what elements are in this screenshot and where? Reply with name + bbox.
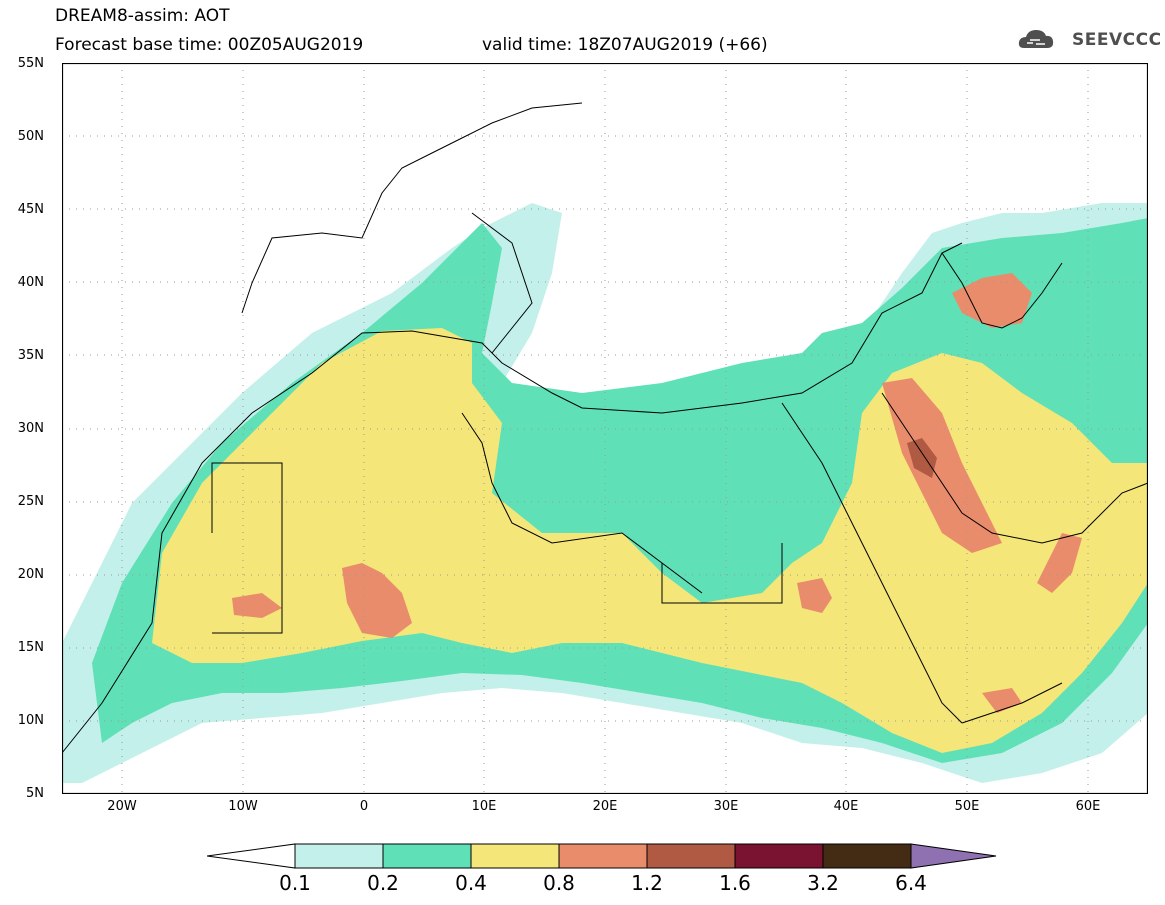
lon-label: 40E	[833, 799, 859, 814]
aot-band-0-8-patch	[882, 378, 1002, 553]
lon-label: 20E	[592, 799, 618, 814]
colorbar-swatch	[294, 843, 384, 869]
colorbar-label: 3.2	[807, 871, 839, 895]
colorbar-label: 6.4	[895, 871, 927, 895]
lat-label: 15N	[17, 640, 44, 655]
lat-label: 5N	[26, 786, 44, 801]
aot-band-1-2-patch	[907, 438, 937, 478]
colorbar-label: 0.4	[455, 871, 487, 895]
colorbar-swatch	[646, 843, 736, 869]
lon-label: 10E	[471, 799, 497, 814]
lat-label: 45N	[17, 202, 44, 217]
aot-band-0-8-patch	[1037, 533, 1082, 593]
lon-label: 0	[359, 799, 369, 814]
gridlines	[62, 63, 1148, 794]
colorbar-swatch	[470, 843, 560, 869]
lat-label: 25N	[17, 494, 44, 509]
colorbar-label: 1.6	[719, 871, 751, 895]
aot-map	[62, 63, 1148, 794]
colorbar-swatch	[822, 843, 912, 869]
lat-label: 50N	[17, 129, 44, 144]
cloud-icon	[1018, 30, 1054, 48]
lon-label: 30E	[713, 799, 739, 814]
colorbar-swatch	[382, 843, 472, 869]
aot-band-0-8-patch	[952, 273, 1032, 328]
lon-label: 60E	[1075, 799, 1101, 814]
coastlines	[62, 102, 1148, 754]
lat-label: 35N	[17, 348, 44, 363]
colorbar-label: 1.2	[631, 871, 663, 895]
lat-label: 30N	[17, 421, 44, 436]
lat-label: 20N	[17, 567, 44, 582]
colorbar	[207, 843, 997, 869]
lat-label: 40N	[17, 275, 44, 290]
map-title: DREAM8-assim: AOT	[55, 6, 230, 26]
colorbar-low-arrow	[207, 843, 296, 869]
lat-label: 10N	[17, 713, 44, 728]
colorbar-label: 0.8	[543, 871, 575, 895]
colorbar-label: 0.2	[367, 871, 399, 895]
lon-label: 50E	[954, 799, 980, 814]
colorbar-swatch	[558, 843, 648, 869]
lon-label: 20W	[107, 799, 137, 814]
lon-label: 10W	[228, 799, 258, 814]
forecast-base-time: Forecast base time: 00Z05AUG2019	[55, 35, 364, 55]
lat-label: 55N	[17, 56, 44, 71]
aot-band-0-8-patch	[342, 563, 412, 638]
valid-time: valid time: 18Z07AUG2019 (+66)	[482, 35, 768, 55]
aot-band-0-8-patch	[797, 578, 832, 613]
colorbar-swatch	[734, 843, 824, 869]
seevccc-logo-text: SEEVCCC	[1072, 30, 1162, 50]
colorbar-high-arrow	[910, 843, 997, 869]
aot-band-0-8-patch	[232, 593, 282, 618]
colorbar-label: 0.1	[279, 871, 311, 895]
